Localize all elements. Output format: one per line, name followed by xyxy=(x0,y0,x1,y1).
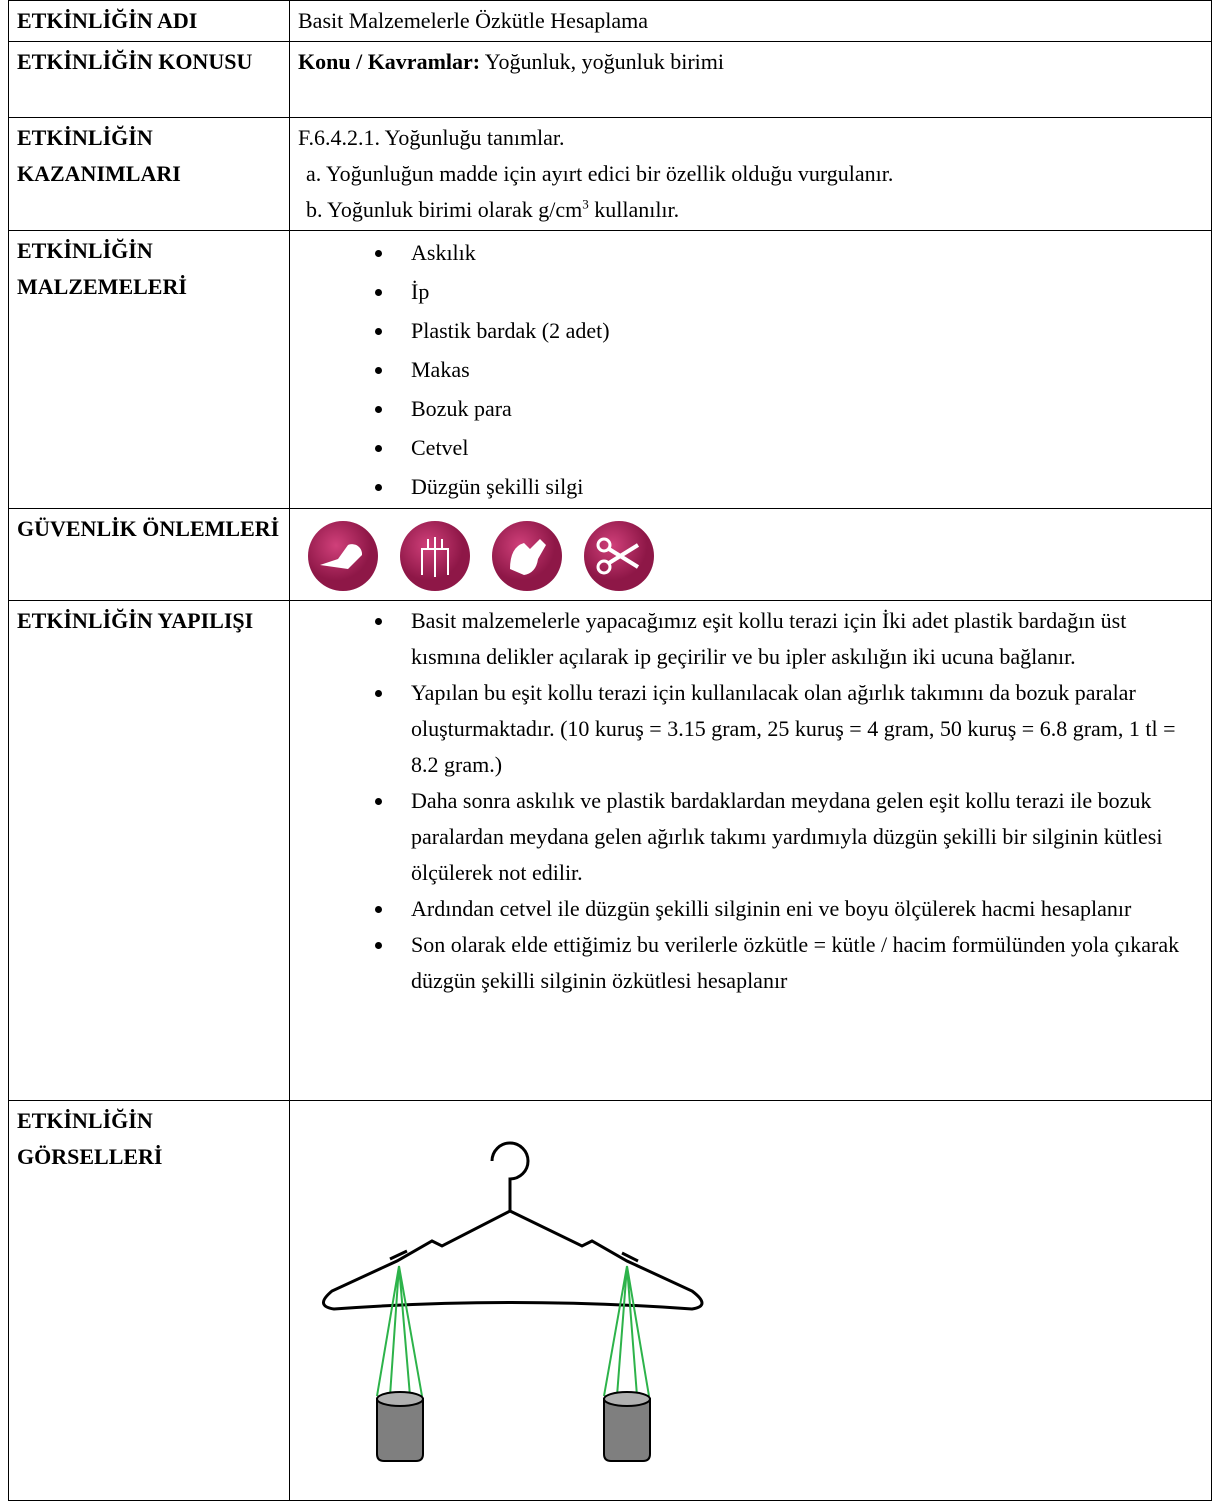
cell: F.6.4.2.1. Yoğunluğu tanımlar. a. Yoğunl… xyxy=(289,117,1212,231)
list-item: İp xyxy=(395,272,1203,311)
superscript: 3 xyxy=(582,196,589,212)
list-item: Bozuk para xyxy=(395,389,1203,428)
label: ETKİNLİĞİN YAPILIŞI xyxy=(8,600,290,1101)
cell: Basit Malzemelerle Özkütle Hesaplama xyxy=(289,0,1212,42)
list: Basit malzemelerle yapacağımız eşit koll… xyxy=(298,603,1183,999)
label: ETKİNLİĞİN KAZANIMLARI xyxy=(8,117,290,231)
cell xyxy=(289,508,1212,601)
text: b. Yoğunluk birimi olarak g/cm xyxy=(306,197,583,222)
row: ETKİNLİĞİN MALZEMELERİ AskılıkİpPlastik … xyxy=(8,230,1212,509)
list-item: Daha sonra askılık ve plastik bardaklard… xyxy=(395,783,1183,891)
row: ETKİNLİĞİN ADI Basit Malzemelerle Özkütl… xyxy=(8,0,1212,42)
body: ETKİNLİĞİN ADI Basit Malzemelerle Özkütl… xyxy=(0,0,1220,1459)
activity-table: ETKİNLİĞİN ADI Basit Malzemelerle Özkütl… xyxy=(8,0,1212,1501)
list-item: Makas xyxy=(395,350,1203,389)
icon xyxy=(400,521,470,591)
label: ETKİNLİĞİN ADI xyxy=(8,0,290,42)
label: ETKİNLİĞİN GÖRSELLERİ xyxy=(8,1100,290,1501)
label: GÜVENLİK ÖNLEMLERİ xyxy=(8,508,290,601)
icon xyxy=(584,521,654,591)
text: Yoğunluk, yoğunluk birimi xyxy=(484,49,724,74)
list-item: Düzgün şekilli silgi xyxy=(395,467,1203,506)
bold-text: Konu / Kavramlar: xyxy=(298,49,481,74)
row: ETKİNLİĞİN GÖRSELLERİ xyxy=(8,1100,1212,1501)
list-item: Son olarak elde ettiğimiz bu verilerle ö… xyxy=(395,927,1183,999)
line: F.6.4.2.1. Yoğunluğu tanımlar. xyxy=(298,125,565,150)
list-item: Basit malzemelerle yapacağımız eşit koll… xyxy=(395,603,1183,675)
list-item: Cetvel xyxy=(395,428,1203,467)
line: b. Yoğunluk birimi olarak g/cm3 kullanıl… xyxy=(298,192,1203,228)
hanger-drawing xyxy=(322,1141,704,1462)
list-item: Ardından cetvel ile düzgün şekilli silgi… xyxy=(395,891,1183,927)
cell: Konu / Kavramlar: Yoğunluk, yoğunluk bir… xyxy=(289,41,1212,118)
row: ETKİNLİĞİN KAZANIMLARI F.6.4.2.1. Yoğunl… xyxy=(8,117,1212,231)
list: AskılıkİpPlastik bardak (2 adet)MakasBoz… xyxy=(298,233,1203,506)
cell: Basit malzemelerle yapacağımız eşit koll… xyxy=(289,600,1212,1101)
list-item: Plastik bardak (2 adet) xyxy=(395,311,1203,350)
row: ETKİNLİĞİN YAPILIŞI Basit malzemelerle y… xyxy=(8,600,1212,1101)
safety-icons xyxy=(298,511,1203,593)
cell: AskılıkİpPlastik bardak (2 adet)MakasBoz… xyxy=(289,230,1212,509)
text: kullanılır. xyxy=(594,197,680,222)
cell xyxy=(289,1100,1212,1501)
row: GÜVENLİK ÖNLEMLERİ xyxy=(8,508,1212,601)
list-item: Yapılan bu eşit kollu terazi için kullan… xyxy=(395,675,1183,783)
row: ETKİNLİĞİN KONUSU Konu / Kavramlar: Yoğu… xyxy=(8,41,1212,118)
label: ETKİNLİĞİN KONUSU xyxy=(8,41,290,118)
list-item: Askılık xyxy=(395,233,1203,272)
icon xyxy=(308,521,378,591)
label: ETKİNLİĞİN MALZEMELERİ xyxy=(8,230,290,509)
icon xyxy=(492,521,562,591)
page: Etkinlik {"table": {"rows": [ {"label": … xyxy=(0,0,1220,1459)
line: a. Yoğunluğun madde için ayırt edici bir… xyxy=(306,161,894,186)
